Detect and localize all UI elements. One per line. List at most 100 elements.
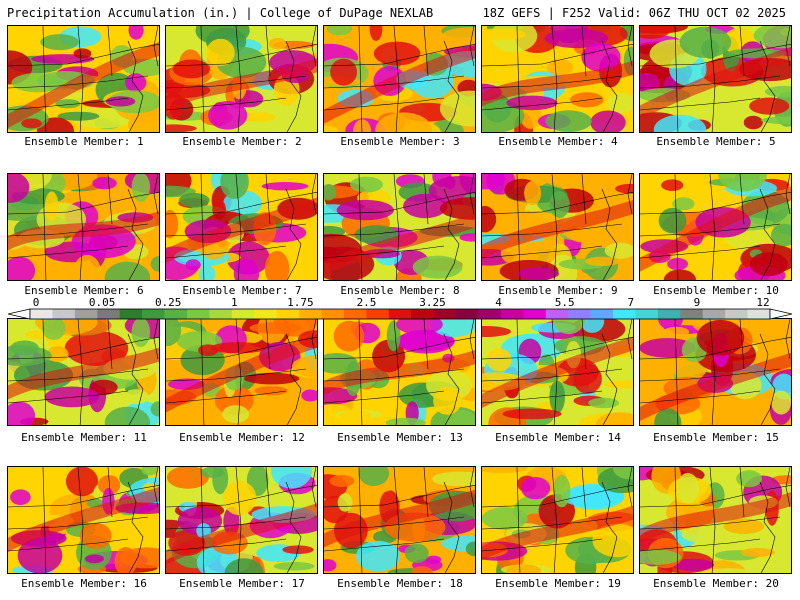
model-run-info: 18Z GEFS | F252 Valid: 06Z THU OCT 02 20… xyxy=(482,6,786,20)
colorbar-swatch xyxy=(343,309,367,319)
map-title: Precipitation Accumulation (in.) | Colle… xyxy=(7,6,434,20)
colorbar-tick-label: 0.05 xyxy=(88,296,116,309)
ensemble-member-map xyxy=(639,318,792,426)
ensemble-member-label: Ensemble Member: 19 xyxy=(495,577,621,590)
colorbar-swatch xyxy=(613,309,636,319)
precip-field xyxy=(324,319,475,425)
precip-field xyxy=(640,319,791,425)
colorbar-swatch xyxy=(702,309,726,319)
precip-field xyxy=(324,467,475,573)
colorbar-swatch xyxy=(276,309,300,319)
ensemble-member-label: Ensemble Member: 7 xyxy=(182,284,302,297)
ensemble-member-map xyxy=(7,173,160,281)
precip-field xyxy=(324,174,475,280)
colorbar-swatch xyxy=(523,309,547,319)
colorbar-swatch xyxy=(119,309,143,319)
precip-field xyxy=(640,174,791,280)
precip-field xyxy=(8,319,159,425)
precip-field xyxy=(166,26,317,132)
ensemble-member-label: Ensemble Member: 14 xyxy=(495,431,621,444)
colorbar-strip xyxy=(8,308,792,320)
colorbar-swatch xyxy=(299,309,322,319)
ensemble-member-label: Ensemble Member: 12 xyxy=(179,431,305,444)
colorbar-tick-label: 0.25 xyxy=(154,296,182,309)
ensemble-member-map xyxy=(323,173,476,281)
colorbar-max-arrow xyxy=(769,308,792,320)
colorbar-min-arrow xyxy=(8,308,31,320)
ensemble-member-map xyxy=(481,466,634,574)
colorbar-tick-label: 3.25 xyxy=(419,296,446,309)
ensemble-member-map xyxy=(323,318,476,426)
colorbar-tick-label: 0 xyxy=(32,296,40,309)
colorbar-swatch xyxy=(388,309,412,319)
colorbar-swatch xyxy=(209,309,233,319)
ensemble-member-map xyxy=(481,173,634,281)
ensemble-member-label: Ensemble Member: 15 xyxy=(653,431,779,444)
ensemble-member-label: Ensemble Member: 5 xyxy=(656,135,776,148)
colorbar-swatch xyxy=(635,309,659,319)
ensemble-member-map xyxy=(639,25,792,133)
ensemble-member-label: Ensemble Member: 2 xyxy=(182,135,302,148)
ensemble-member-map xyxy=(323,466,476,574)
colorbar-tick-label: 7 xyxy=(627,296,635,309)
precip-field xyxy=(166,467,317,573)
precip-field xyxy=(482,174,633,280)
ensemble-member-map xyxy=(323,25,476,133)
colorbar-tick-label: 1 xyxy=(230,296,238,309)
ensemble-member-label: Ensemble Member: 13 xyxy=(337,431,463,444)
colorbar-swatch xyxy=(657,309,681,319)
ensemble-member-map xyxy=(165,25,318,133)
ensemble-member-label: Ensemble Member: 16 xyxy=(21,577,147,590)
ensemble-member-label: Ensemble Member: 4 xyxy=(498,135,618,148)
colorbar-swatch xyxy=(97,309,120,319)
ensemble-member-map xyxy=(7,318,160,426)
colorbar-tick-label: 2.5 xyxy=(356,296,377,309)
colorbar-swatch xyxy=(456,309,479,319)
ensemble-member-map xyxy=(165,466,318,574)
precip-field xyxy=(482,467,633,573)
colorbar-swatch xyxy=(747,309,771,319)
precipitation-colorbar: 0 0.05 0.25 1 1.75 2.5 3.25 4 5.5 7 9 12 xyxy=(8,296,792,320)
colorbar-swatch xyxy=(74,309,98,319)
colorbar-swatch xyxy=(366,309,390,319)
precip-field xyxy=(166,319,317,425)
colorbar-swatch xyxy=(433,309,457,319)
colorbar-swatch xyxy=(321,309,345,319)
colorbar-tick-label: 4 xyxy=(495,296,502,309)
ensemble-member-map xyxy=(7,466,160,574)
ensemble-member-label: Ensemble Member: 1 xyxy=(24,135,144,148)
ensemble-member-map xyxy=(7,25,160,133)
precip-field xyxy=(324,26,475,132)
colorbar-swatch xyxy=(411,309,434,319)
ensemble-member-label: Ensemble Member: 17 xyxy=(179,577,305,590)
ensemble-member-label: Ensemble Member: 20 xyxy=(653,577,779,590)
ensemble-member-map xyxy=(165,318,318,426)
ensemble-member-label: Ensemble Member: 6 xyxy=(24,284,144,297)
ensemble-member-label: Ensemble Member: 9 xyxy=(498,284,618,297)
precip-field xyxy=(640,26,791,132)
colorbar-swatch xyxy=(231,309,255,319)
colorbar-swatch xyxy=(142,309,165,319)
colorbar-swatch xyxy=(545,309,569,319)
precip-field xyxy=(482,319,633,425)
precip-field xyxy=(8,467,159,573)
colorbar-tick-label: 5.5 xyxy=(554,296,575,309)
colorbar-swatch xyxy=(52,309,76,319)
ensemble-member-map xyxy=(481,318,634,426)
colorbar-swatch xyxy=(568,309,591,319)
precip-field xyxy=(166,174,317,280)
ensemble-member-label: Ensemble Member: 11 xyxy=(21,431,147,444)
ensemble-member-map xyxy=(639,173,792,281)
colorbar-swatch xyxy=(500,309,524,319)
ensemble-member-map xyxy=(481,25,634,133)
ensemble-member-label: Ensemble Member: 8 xyxy=(340,284,460,297)
ensemble-member-label: Ensemble Member: 10 xyxy=(653,284,779,297)
precip-field xyxy=(482,26,633,132)
colorbar-swatch xyxy=(186,309,210,319)
precip-field xyxy=(8,26,159,132)
colorbar-tick-label: 9 xyxy=(693,296,701,309)
colorbar-swatch xyxy=(478,309,502,319)
ensemble-member-map xyxy=(639,466,792,574)
ensemble-member-label: Ensemble Member: 18 xyxy=(337,577,463,590)
colorbar-swatch xyxy=(164,309,188,319)
